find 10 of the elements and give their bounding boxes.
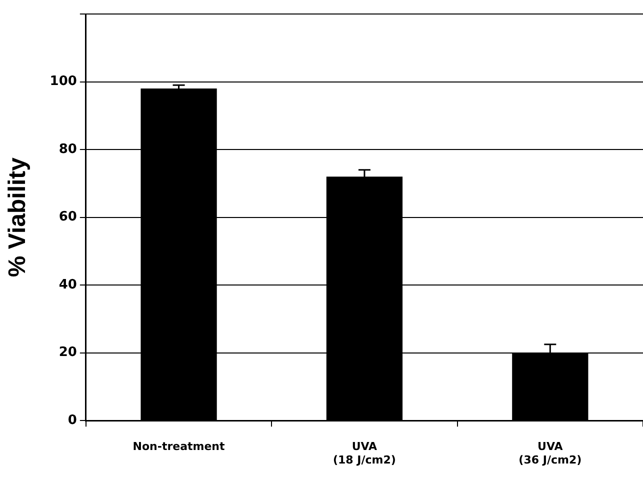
y-tick-label: 0	[68, 412, 77, 428]
x-tick-label: Non-treatment	[132, 440, 225, 454]
y-tick-label: 100	[50, 74, 77, 90]
y-tick-label: 40	[58, 277, 77, 292]
y-axis-title: % Viability	[4, 156, 32, 278]
x-tick-label: UVA (18 J/cm2)	[332, 440, 396, 466]
y-tick-label: 20	[58, 345, 77, 360]
x-tick-label: UVA (36 J/cm2)	[518, 440, 582, 466]
y-tick-label: 60	[58, 210, 77, 225]
y-tick-label: 80	[58, 142, 77, 157]
